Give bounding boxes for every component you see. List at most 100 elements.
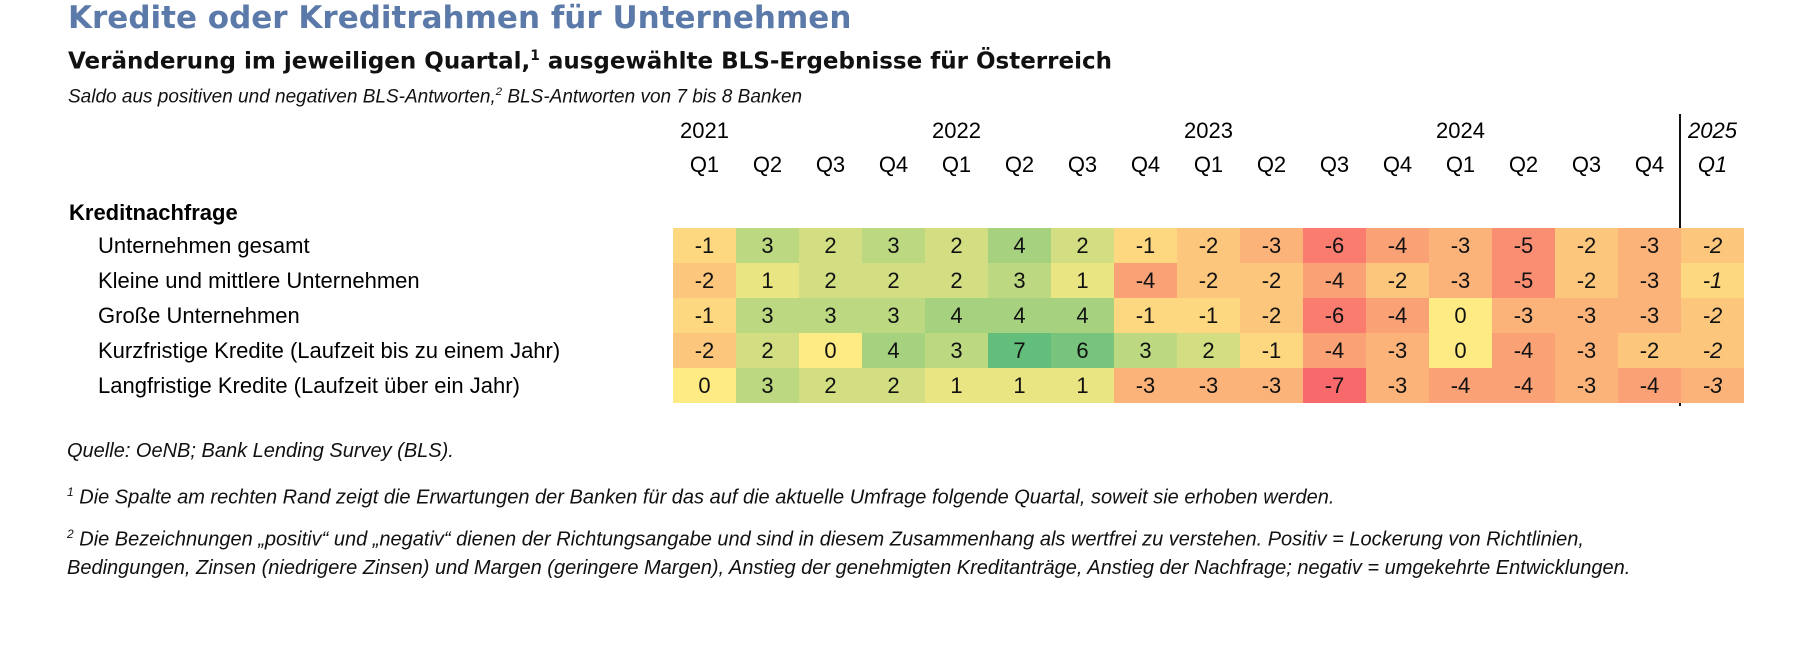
heatmap-cell: -6 (1303, 228, 1366, 263)
heatmap-cell: 2 (925, 228, 988, 263)
heatmap-cell: -1 (1114, 298, 1177, 333)
heatmap-cell: 3 (736, 228, 799, 263)
heatmap-cell: -2 (1366, 263, 1429, 298)
quarter-label: Q1 (1445, 152, 1476, 177)
heatmap-cell: 1 (925, 368, 988, 403)
row-label: Kleine und mittlere Unternehmen (98, 268, 420, 293)
quarter-label: Q3 (815, 152, 846, 177)
heatmap-cell: -2 (1681, 228, 1744, 263)
heatmap-cell: -4 (1429, 368, 1492, 403)
heatmap-cell: -2 (1555, 263, 1618, 298)
heatmap-cell: 4 (988, 298, 1051, 333)
heatmap-cell: -1 (1681, 263, 1744, 298)
heatmap-cell: -3 (1366, 368, 1429, 403)
heatmap-cell: 2 (925, 263, 988, 298)
year-label: 2021 (680, 118, 729, 143)
heatmap-cell: 3 (925, 333, 988, 368)
heatmap-cell: 2 (799, 228, 862, 263)
heatmap-cell: -5 (1492, 228, 1555, 263)
heatmap-cell: -3 (1492, 298, 1555, 333)
heatmap-cell: -3 (1429, 228, 1492, 263)
heatmap-cell: 1 (736, 263, 799, 298)
heatmap-cell: 3 (799, 298, 862, 333)
chart-subtitle: Veränderung im jeweiligen Quartal,1 ausg… (68, 48, 1112, 75)
quarter-label: Q4 (1382, 152, 1413, 177)
heatmap-cell: 3 (736, 368, 799, 403)
heatmap-cell: -5 (1492, 263, 1555, 298)
heatmap-cell: -4 (1303, 333, 1366, 368)
heatmap-cell: -1 (1240, 333, 1303, 368)
quarter-label: Q1 (1697, 152, 1728, 177)
year-label: 2022 (932, 118, 981, 143)
quarter-label: Q2 (1004, 152, 1035, 177)
footnote-2-line-1: 2 Die Bezeichnungen „positiv“ und „negat… (67, 527, 1584, 551)
heatmap-cell: -2 (673, 333, 736, 368)
heatmap-cell: -3 (1555, 298, 1618, 333)
heatmap-cell: 2 (1051, 228, 1114, 263)
heatmap-cell: 2 (736, 333, 799, 368)
row-label: Kurzfristige Kredite (Laufzeit bis zu ei… (98, 338, 561, 363)
heatmap-cell: -3 (1114, 368, 1177, 403)
heatmap-cell: 4 (988, 228, 1051, 263)
row-label: Unternehmen gesamt (98, 233, 310, 258)
footnote-1: 1 Die Spalte am rechten Rand zeigt die E… (67, 485, 1335, 509)
heatmap-cell: -2 (1240, 263, 1303, 298)
heatmap-cell: 7 (988, 333, 1051, 368)
heatmap-cell: -2 (1177, 228, 1240, 263)
heatmap-cell: -2 (1555, 228, 1618, 263)
heatmap-cell: 4 (862, 333, 925, 368)
heatmap-cell: -2 (1681, 333, 1744, 368)
heatmap-cell: -4 (1492, 333, 1555, 368)
heatmap-cell: -1 (673, 298, 736, 333)
heatmap-cell: -3 (1618, 298, 1681, 333)
year-label: 2024 (1436, 118, 1485, 143)
heatmap-cell: 2 (799, 263, 862, 298)
heatmap-cell: 2 (862, 368, 925, 403)
section-label: Kreditnachfrage (69, 200, 238, 225)
heatmap-cell: -1 (673, 228, 736, 263)
quarter-label: Q3 (1319, 152, 1350, 177)
heatmap-cell: 3 (1114, 333, 1177, 368)
heatmap-cell: -1 (1114, 228, 1177, 263)
heatmap-cell: 0 (799, 333, 862, 368)
heatmap-cell: 2 (862, 263, 925, 298)
heatmap-cell: 0 (673, 368, 736, 403)
row-label: Große Unternehmen (98, 303, 300, 328)
quarter-label: Q4 (1634, 152, 1665, 177)
heatmap-cell: -1 (1177, 298, 1240, 333)
heatmap-cell: 3 (862, 228, 925, 263)
heatmap-cell: -3 (1618, 263, 1681, 298)
heatmap-cell: -3 (1366, 333, 1429, 368)
heatmap-cell: -4 (1492, 368, 1555, 403)
heatmap-cell: 4 (1051, 298, 1114, 333)
heatmap-cell: 0 (1429, 298, 1492, 333)
heatmap-cell: -3 (1177, 368, 1240, 403)
heatmap-cell: -2 (1681, 298, 1744, 333)
heatmap-cell: -2 (673, 263, 736, 298)
heatmap-cell: -3 (1681, 368, 1744, 403)
heatmap-cell: -6 (1303, 298, 1366, 333)
heatmap-cell: -7 (1303, 368, 1366, 403)
heatmap-cell: -4 (1618, 368, 1681, 403)
heatmap-cell: -3 (1240, 368, 1303, 403)
quarter-label: Q1 (689, 152, 720, 177)
heatmap-cell: 4 (925, 298, 988, 333)
heatmap-cell: 1 (1051, 263, 1114, 298)
heatmap-cell: 3 (988, 263, 1051, 298)
heatmap-cell: -2 (1240, 298, 1303, 333)
quarter-label: Q2 (752, 152, 783, 177)
quarter-label: Q4 (1130, 152, 1161, 177)
heatmap-cell: -3 (1429, 263, 1492, 298)
heatmap-cell: 1 (988, 368, 1051, 403)
year-label: 2025 (1688, 118, 1737, 143)
quarter-label: Q1 (1193, 152, 1224, 177)
heatmap-cell: -3 (1555, 368, 1618, 403)
heatmap-cell: 3 (736, 298, 799, 333)
chart-title: Kredite oder Kreditrahmen für Unternehme… (68, 0, 852, 36)
heatmap-cell: -4 (1366, 228, 1429, 263)
heatmap-cell: -2 (1618, 333, 1681, 368)
quarter-label: Q1 (941, 152, 972, 177)
heatmap-cell: -4 (1366, 298, 1429, 333)
year-label: 2023 (1184, 118, 1233, 143)
heatmap-cell: 3 (862, 298, 925, 333)
